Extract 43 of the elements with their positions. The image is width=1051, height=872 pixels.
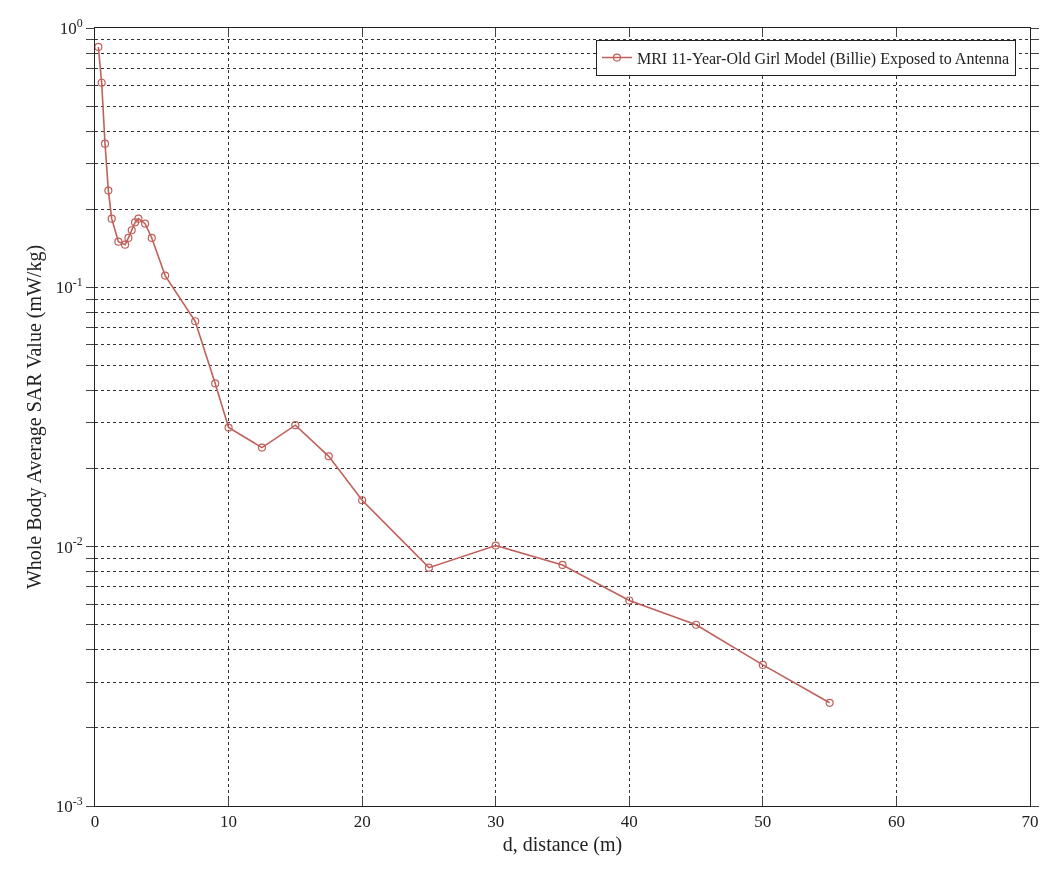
point (124, 233, 133, 243)
x-tick-label: 40 (620, 812, 638, 832)
point (147, 233, 156, 243)
point (107, 214, 116, 223)
y-axis-title: Whole Body Average SAR Value (mW/kg) (23, 244, 47, 590)
y-tick-label: 10$^{-3}$ (55, 793, 83, 816)
point (100, 139, 110, 148)
point (424, 563, 434, 572)
x-tick-label: 10 (220, 812, 238, 832)
point (358, 496, 367, 505)
point (191, 317, 200, 326)
point (758, 660, 767, 670)
point (120, 240, 130, 249)
y-tick-label: 10$^{0}$ (59, 15, 83, 38)
point (625, 596, 634, 605)
point (224, 423, 233, 432)
point (257, 443, 267, 452)
point (127, 226, 136, 235)
point (97, 78, 106, 87)
point (324, 452, 333, 461)
x-tick-label: 70 (1021, 812, 1039, 832)
point (491, 541, 500, 550)
point (691, 620, 701, 629)
point (114, 237, 123, 246)
x-tick-label: 0 (90, 812, 100, 832)
x-tick-label: 20 (353, 812, 371, 832)
point (140, 219, 150, 228)
point (211, 379, 220, 388)
point (104, 186, 113, 195)
x-tick-label: 30 (487, 812, 505, 832)
x-tick-label: 50 (754, 812, 772, 832)
point (558, 560, 567, 570)
point (94, 42, 103, 52)
x-axis-title: d, distance (m) (502, 832, 623, 856)
legend-label: MRI 11-Year-Old Girl Model (Billie) Exposed to Antenna (636, 49, 1010, 68)
point (825, 698, 834, 707)
point (291, 421, 300, 430)
point (130, 218, 140, 227)
point (134, 214, 143, 223)
y-tick-label: 10$^{-1}$ (55, 275, 83, 298)
y-tick-label: 10$^{-2}$ (55, 534, 83, 557)
point (161, 271, 170, 280)
x-tick-label: 60 (887, 812, 905, 832)
